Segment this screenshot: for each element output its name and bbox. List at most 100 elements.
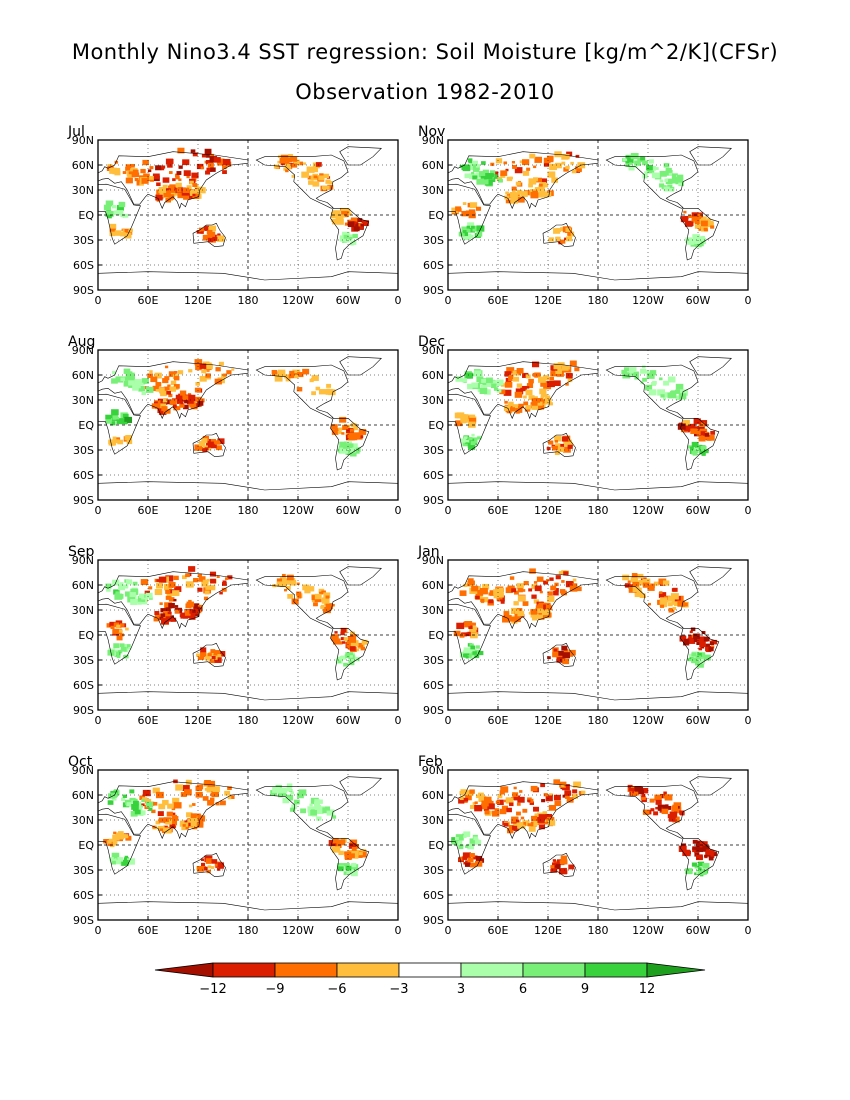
anomaly-cell: [691, 216, 699, 222]
anomaly-cell: [537, 604, 544, 609]
anomaly-cell: [316, 816, 322, 821]
x-tick-label: 180: [238, 714, 259, 727]
x-tick-label: 120W: [282, 714, 314, 727]
anomaly-cell: [702, 845, 710, 852]
y-tick-label: 60N: [72, 579, 94, 592]
panel-label: Feb: [418, 754, 443, 770]
anomaly-cell: [326, 809, 335, 816]
anomaly-cell: [538, 405, 543, 409]
anomaly-cell: [158, 616, 164, 620]
anomaly-cell: [655, 806, 659, 810]
anomaly-cell: [111, 852, 120, 859]
anomaly-cell: [116, 625, 120, 628]
anomaly-cell: [634, 164, 638, 168]
anomaly-cell: [523, 580, 529, 586]
x-tick-label: 60E: [488, 504, 509, 517]
anomaly-cell: [671, 805, 679, 812]
y-tick-label: 90S: [423, 494, 444, 507]
anomaly-cell: [634, 590, 643, 598]
anomaly-cell: [350, 217, 358, 223]
anomaly-cell: [459, 633, 465, 638]
anomaly-cell: [349, 839, 358, 846]
anomaly-cell: [152, 173, 160, 179]
anomaly-cell: [505, 797, 514, 804]
anomaly-cell: [528, 183, 533, 188]
anomaly-cell: [645, 370, 650, 374]
anomaly-cell: [640, 795, 646, 800]
anomaly-cell: [180, 820, 185, 825]
anomaly-cell: [451, 837, 460, 844]
anomaly-cell: [193, 608, 199, 614]
coastline: [255, 364, 349, 419]
anomaly-cell: [545, 795, 553, 802]
anomaly-cell: [192, 183, 198, 187]
anomaly-cell: [174, 370, 178, 374]
anomaly-cell: [195, 381, 200, 386]
anomaly-cell: [640, 368, 647, 374]
anomaly-cell: [202, 234, 210, 241]
y-tick-label: 60N: [422, 369, 444, 382]
anomaly-cell: [522, 372, 529, 378]
anomaly-cell: [548, 237, 554, 242]
anomaly-cell: [205, 858, 213, 864]
anomaly-cell: [325, 603, 334, 610]
anomaly-cell: [547, 171, 556, 178]
colorbar-label: 3: [457, 982, 465, 997]
anomaly-cell: [702, 863, 710, 869]
anomaly-cell: [562, 652, 570, 659]
anomaly-cell: [525, 389, 533, 396]
anomaly-cell: [572, 583, 578, 588]
anomaly-cell: [109, 228, 116, 234]
anomaly-cell: [515, 181, 521, 186]
anomaly-cell: [475, 855, 483, 861]
anomaly-cell: [694, 242, 701, 248]
anomaly-cell: [506, 828, 514, 834]
anomaly-cell: [520, 385, 527, 392]
anomaly-cell: [180, 401, 184, 405]
anomaly-cell: [343, 662, 348, 667]
map-panel-jan: Jan 0 60E 120E 180 120W 60W 0 90N 60N 30N EQ 30S 60S 9…: [410, 544, 770, 750]
anomaly-cell: [466, 623, 471, 627]
anomaly-cell: [547, 591, 553, 596]
anomaly-cell: [344, 222, 349, 226]
y-tick-label: 60S: [423, 889, 444, 902]
anomaly-cell: [206, 167, 212, 172]
anomaly-cell: [474, 804, 483, 812]
anomaly-cell: [315, 386, 321, 391]
anomaly-cell: [358, 852, 363, 856]
anomaly-cell: [289, 370, 295, 375]
anomaly-cell: [196, 186, 203, 191]
anomaly-cell: [694, 240, 699, 245]
anomaly-cell: [282, 797, 290, 804]
anomaly-cell: [128, 171, 137, 178]
anomaly-cell: [513, 616, 521, 623]
anomaly-cell: [697, 240, 701, 244]
anomaly-cell: [207, 799, 215, 806]
colorbar-segment: [522, 962, 586, 978]
anomaly-cell: [186, 193, 191, 198]
anomaly-cell: [319, 591, 323, 595]
anomaly-cell: [111, 205, 117, 209]
anomaly-cell: [124, 416, 133, 424]
anomaly-cell: [145, 801, 154, 808]
anomaly-cell: [515, 388, 524, 395]
anomaly-cell: [343, 637, 349, 642]
anomaly-cell: [557, 362, 565, 368]
anomaly-cell: [506, 176, 513, 182]
anomaly-cell: [274, 375, 283, 382]
anomaly-cell: [531, 361, 540, 368]
anomaly-cell: [279, 787, 287, 794]
anomaly-cell: [473, 627, 478, 630]
anomaly-cell: [472, 802, 476, 805]
anomaly-cell: [309, 803, 313, 807]
anomaly-cell: [332, 846, 340, 853]
anomaly-cell: [352, 443, 358, 448]
anomaly-cell: [340, 631, 345, 636]
anomaly-cell: [630, 576, 639, 583]
coastline: [330, 838, 370, 891]
anomaly-cell: [710, 641, 714, 646]
anomaly-cell: [210, 649, 216, 653]
anomaly-cell: [223, 373, 227, 377]
anomaly-cell: [348, 636, 356, 643]
anomaly-cell: [125, 644, 131, 649]
